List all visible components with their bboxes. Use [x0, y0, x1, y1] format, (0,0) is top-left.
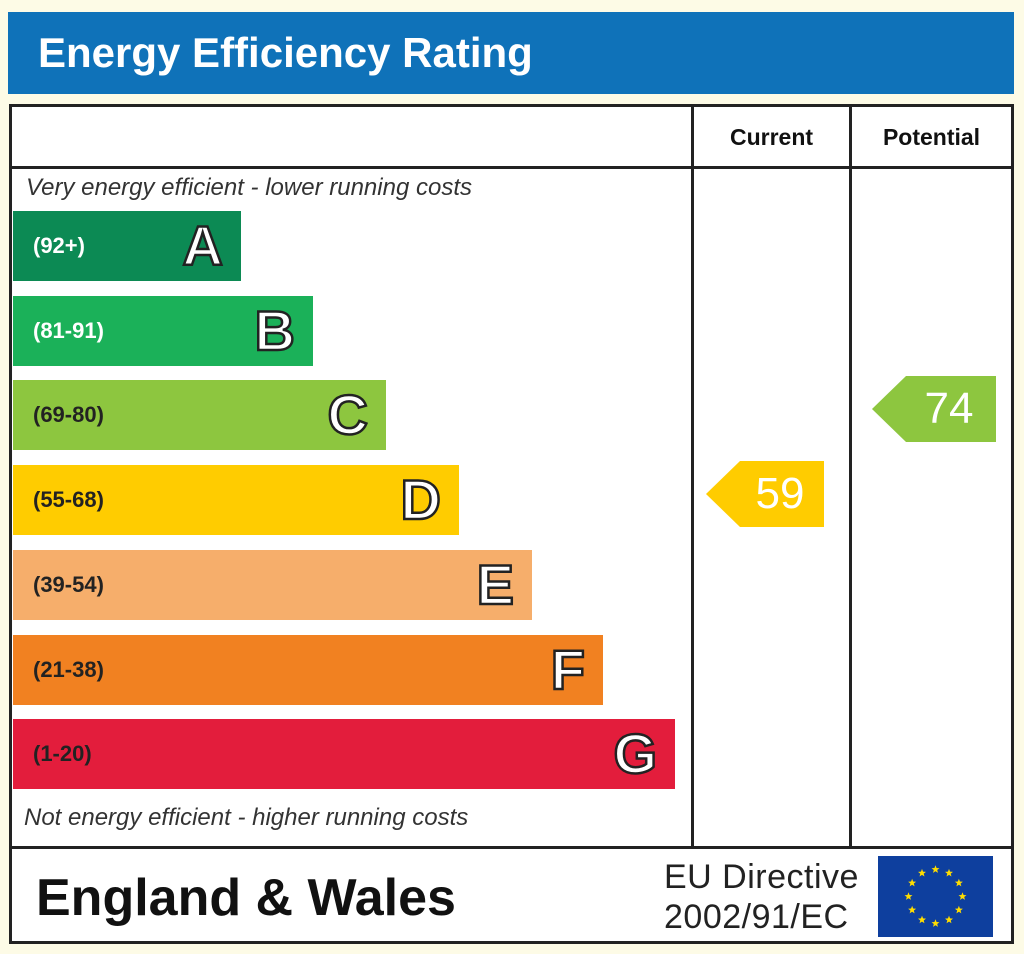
band-g: (1-20) G [13, 719, 675, 790]
current-rating-value: 59 [755, 469, 805, 519]
eu-star-icon [918, 915, 926, 924]
eu-star-icon [931, 919, 940, 927]
eu-star-icon [908, 905, 917, 914]
band-range-label: (55-68) [33, 487, 104, 513]
current-rating-arrow: 59 [706, 461, 824, 528]
top-caption: Very energy efficient - lower running co… [26, 174, 472, 201]
potential-rating-value: 74 [924, 384, 974, 434]
band-range-label: (92+) [33, 233, 85, 258]
chart-title: Energy Efficiency Rating [38, 29, 533, 76]
eu-star-icon [954, 905, 963, 914]
footer-divider [9, 846, 1014, 849]
band-a: (92+) A [13, 211, 241, 281]
header-divider [9, 166, 1014, 169]
eu-star-icon [908, 878, 917, 887]
eu-star-icon [918, 868, 926, 877]
eu-star-icon [904, 892, 913, 900]
directive-line-1: EU Directive [664, 858, 859, 896]
band-letter: E [475, 552, 515, 617]
eu-star-icon [958, 892, 967, 900]
eu-star-icon [954, 878, 963, 887]
band-e: (39-54) E [13, 549, 532, 620]
band-range-label: (39-54) [33, 571, 104, 597]
band-letter: A [181, 213, 224, 278]
band-range-label: (1-20) [33, 741, 92, 767]
potential-column-header: Potential [882, 124, 981, 150]
band-letter: D [399, 467, 442, 532]
potential-rating-arrow: 74 [872, 376, 996, 443]
band-range-label: (81-91) [33, 317, 104, 343]
eu-star-icon [945, 915, 953, 924]
band-b: (81-91) B [13, 295, 313, 366]
eu-star-icon [931, 865, 940, 873]
band-d: (55-68) D [13, 465, 459, 536]
eu-flag-icon [878, 856, 993, 937]
band-range-label: (69-80) [33, 402, 104, 428]
current-column-divider [691, 104, 694, 848]
band-f: (21-38) F [13, 634, 603, 705]
potential-column-divider [849, 104, 852, 848]
title-bar: Energy Efficiency Rating [8, 12, 1014, 94]
bottom-caption: Not energy efficient - higher running co… [24, 804, 469, 831]
band-letter: G [612, 721, 658, 786]
band-letter: B [253, 298, 296, 363]
region-label: England & Wales [36, 869, 456, 927]
eu-star-icon [945, 868, 953, 877]
band-range-label: (21-38) [33, 656, 104, 682]
band-letter: C [326, 383, 369, 448]
directive-line-2: 2002/91/EC [664, 898, 849, 936]
current-column-header: Current [729, 124, 814, 150]
band-letter: F [550, 637, 587, 702]
band-c: (69-80) C [13, 380, 386, 451]
